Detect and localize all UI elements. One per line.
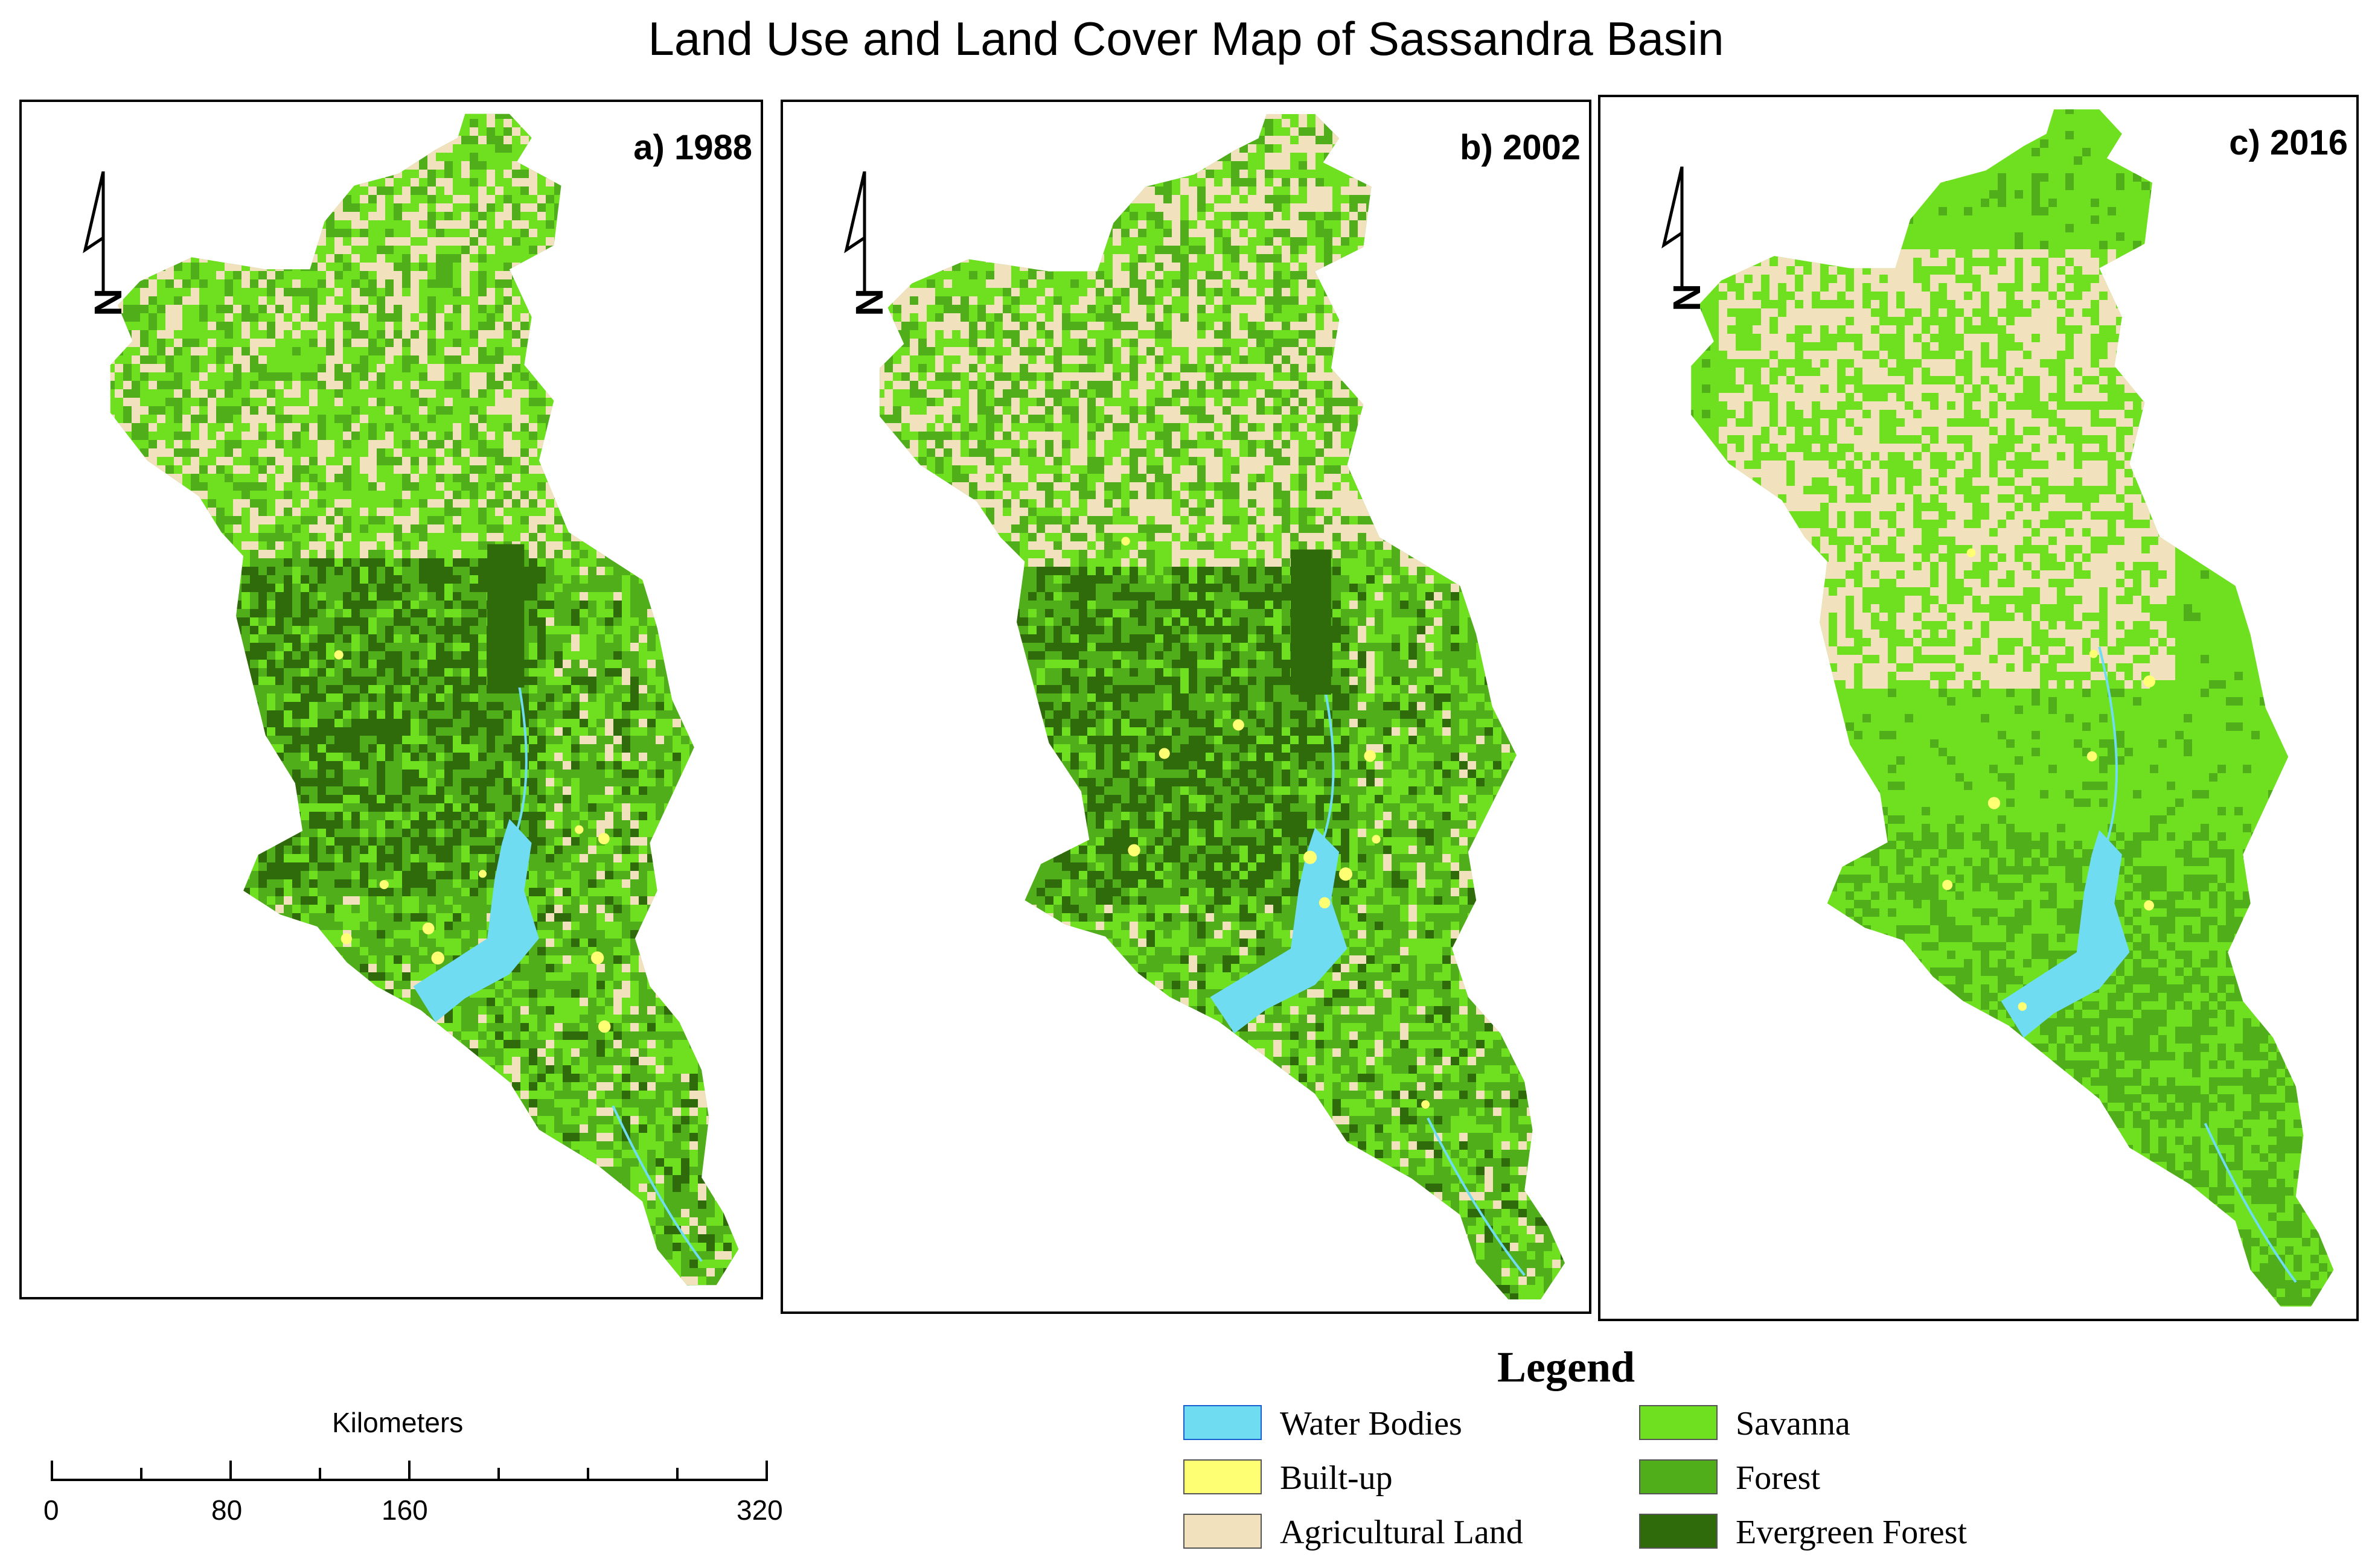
built-up-spot: [334, 650, 344, 660]
land-cover-raster: [880, 114, 1565, 1299]
built-up-spot: [1372, 835, 1381, 844]
scale-bar-title: Kilometers: [332, 1406, 463, 1439]
land-cover-raster: [1691, 109, 2334, 1307]
built-up-spot: [1319, 897, 1331, 909]
built-up-spot: [1942, 879, 1953, 890]
scale-tick-label: 160: [382, 1494, 428, 1526]
legend-swatch: [1183, 1405, 1262, 1440]
map-panel-2002: N b) 2002: [781, 100, 1591, 1314]
built-up-spot: [1159, 748, 1170, 759]
basin-map-2002: [880, 114, 1565, 1299]
built-up-spot: [2086, 751, 2097, 762]
built-up-spot: [1128, 844, 1140, 857]
legend-swatch: [1639, 1459, 1718, 1494]
built-up-spot: [598, 833, 610, 844]
built-up-spot: [575, 825, 584, 834]
built-up-spot: [379, 880, 389, 890]
basin-map-2016: [1691, 109, 2334, 1307]
built-up-spot: [598, 1020, 611, 1033]
panel-label-2016: c) 2016: [2229, 123, 2348, 163]
built-up-spot: [590, 951, 604, 964]
built-up-spot: [422, 922, 435, 935]
north-arrow-icon: N: [1661, 167, 1706, 311]
reservoir-water-body: [1210, 827, 1347, 1034]
legend-label: Agricultural Land: [1280, 1515, 1523, 1550]
legend-swatch: [1183, 1514, 1262, 1549]
built-up-spot: [1937, 1115, 1946, 1124]
built-up-spot: [1987, 797, 2001, 809]
built-up-spot: [1121, 537, 1130, 546]
scale-tick-label: 320: [737, 1494, 783, 1526]
river-line: [2098, 646, 2297, 1283]
built-up-spot: [1303, 850, 1317, 864]
built-up-spot: [2089, 649, 2098, 658]
built-up-spot: [2018, 1002, 2027, 1011]
reservoir-water-body: [413, 819, 539, 1022]
built-up-spot: [2036, 1060, 2047, 1071]
map-title: Land Use and Land Cover Map of Sassandra…: [0, 8, 2372, 69]
north-arrow-icon: N: [83, 171, 127, 316]
panel-label-1988: a) 1988: [633, 127, 752, 168]
north-arrow-icon: N: [844, 171, 889, 316]
built-up-spot: [478, 870, 487, 878]
built-up-spot: [2144, 900, 2154, 911]
scale-tick-label: 0: [43, 1494, 59, 1526]
built-up-spot: [340, 933, 352, 945]
built-up-spot: [2143, 675, 2156, 687]
built-up-spot: [1233, 719, 1244, 731]
legend-label: Forest: [1736, 1461, 1820, 1496]
legend-swatch: [1639, 1405, 1718, 1440]
scale-bar-line: [51, 1461, 768, 1481]
reservoir-water-body: [2001, 830, 2130, 1038]
land-cover-raster: [110, 113, 739, 1286]
legend-label: Water Bodies: [1280, 1406, 1462, 1441]
map-panel-1988: N a) 1988: [19, 100, 763, 1299]
north-letter: N: [86, 288, 127, 316]
panel-label-2002: b) 2002: [1460, 127, 1581, 168]
legend: Legend Water Bodies Built-up Agricultura…: [1183, 1340, 2113, 1563]
built-up-spot: [431, 951, 445, 965]
legend-swatch: [1183, 1459, 1262, 1494]
legend-title: Legend: [1497, 1342, 1635, 1392]
basin-map-1988: [110, 113, 739, 1286]
legend-label: Savanna: [1736, 1406, 1850, 1441]
scale-tick-label: 80: [211, 1494, 242, 1526]
built-up-spot: [1338, 867, 1353, 881]
scale-bar: Kilometers 0 80 160 320: [36, 1406, 833, 1526]
map-panel-2016: N c) 2016: [1598, 95, 2359, 1321]
evergreen-forest-block: [487, 544, 525, 688]
built-up-spot: [1421, 1100, 1430, 1109]
legend-label: Built-up: [1280, 1461, 1393, 1496]
built-up-spot: [1966, 548, 1976, 558]
north-letter: N: [848, 288, 889, 316]
north-letter: N: [1665, 284, 1706, 311]
evergreen-forest-block: [1291, 549, 1331, 695]
legend-label: Evergreen Forest: [1736, 1515, 1967, 1550]
built-up-spot: [1364, 750, 1376, 762]
legend-swatch: [1639, 1514, 1718, 1549]
